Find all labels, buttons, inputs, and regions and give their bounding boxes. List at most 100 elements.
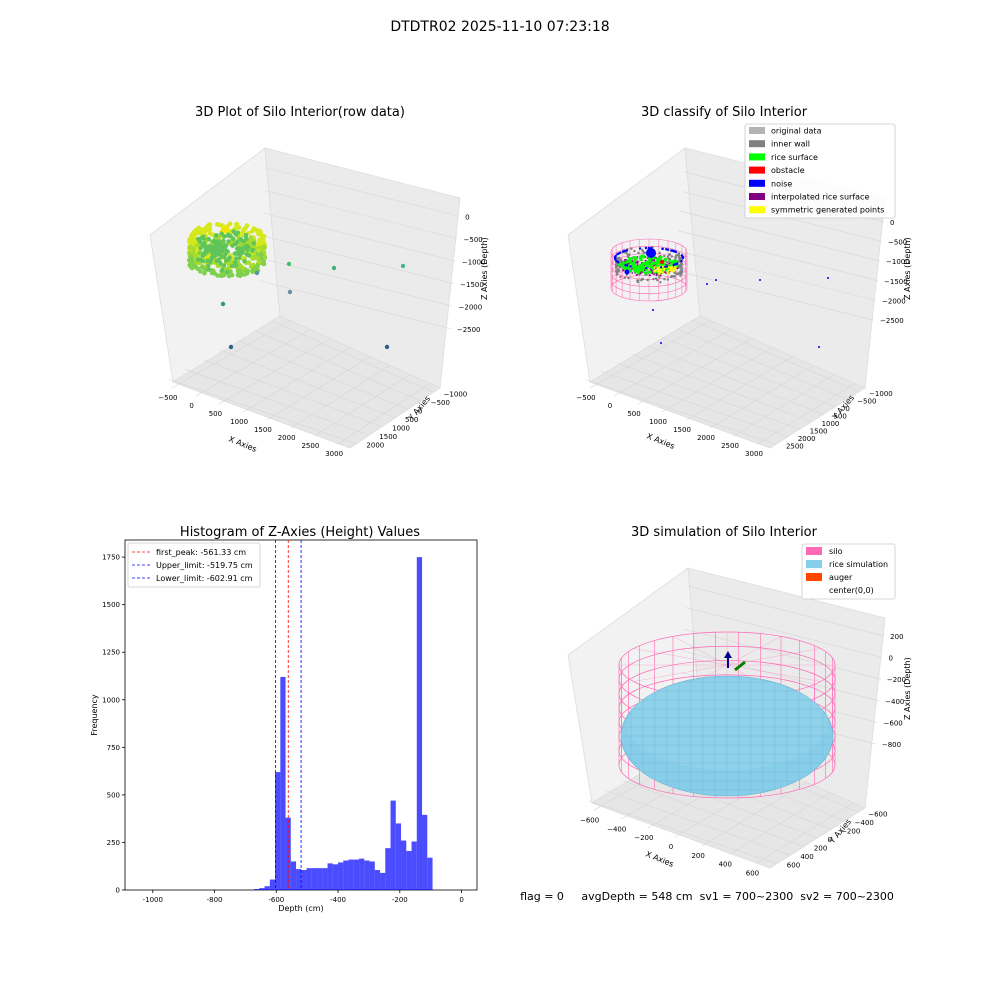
classify-rice-surface-point [655, 264, 658, 268]
raw-z-tick-label: −2000 [459, 303, 483, 311]
classify-rice-surface-point [637, 270, 641, 274]
classify-noise-point [827, 277, 829, 279]
raw-outlier-point [384, 344, 390, 350]
raw-point [224, 249, 230, 255]
histogram-bar [322, 868, 328, 891]
classify-inner-wall-point [675, 254, 678, 257]
classify-inner-wall-point [674, 257, 677, 260]
sim-y-tick-label: −400 [855, 819, 874, 827]
raw-point [226, 233, 231, 238]
classify-inner-wall-point [680, 272, 683, 275]
classify-noise-point [681, 256, 685, 259]
classify-noise-point [680, 259, 683, 263]
classify-3d-x-ticks: −500 0 500 1000 1500 2000 2500 3000 [576, 394, 763, 458]
histogram-bar [280, 676, 286, 890]
histogram-y-tick-label: 1750 [102, 554, 120, 562]
classify-rice-surface-point [642, 255, 646, 259]
classify-noise-point [623, 249, 627, 253]
raw-point [214, 243, 219, 249]
raw-point [250, 256, 256, 261]
histogram-y-tick-label: 750 [107, 744, 120, 752]
cls-y-tick-label: 2000 [798, 435, 816, 443]
raw-point [195, 266, 201, 271]
cls-z-tick-label: −500 [888, 239, 907, 247]
classify-inner-wall-point [670, 275, 673, 278]
histogram-bar [353, 859, 360, 890]
classify-inner-wall-point [679, 263, 683, 266]
simulation-legend-swatch [806, 560, 822, 568]
raw-point [199, 265, 205, 270]
histogram-y-tick-label: 1250 [102, 649, 120, 657]
raw-y-tick-label: 1000 [392, 425, 410, 433]
raw-point [222, 234, 227, 239]
classify-interpolated-point [664, 271, 666, 273]
histogram-bar [364, 860, 370, 890]
classify-inner-wall-point [636, 279, 639, 282]
raw-point [235, 230, 240, 235]
classify-3d-z-ticks: 0 −500 −1000 −1500 −2000 −2500 [880, 219, 910, 325]
classify-inner-wall-point [663, 278, 666, 281]
classify-inner-wall-point [670, 255, 673, 258]
histogram-bar [259, 888, 265, 890]
classify-noise-point [624, 264, 627, 267]
sim-x-tick-label: 400 [719, 861, 732, 869]
classify-symmetric-point [662, 268, 665, 271]
raw-point [233, 256, 239, 261]
classify-interpolated-point [631, 272, 634, 274]
classify-inner-wall-point [656, 279, 659, 282]
histogram-xlabel: Depth (cm) [278, 904, 323, 913]
classify-noise-point [645, 266, 648, 270]
figure-suptitle: DTDTR02 2025-11-10 07:23:18 [390, 19, 609, 35]
classify-inner-wall-point [673, 275, 676, 278]
classify-inner-wall-point [626, 253, 629, 257]
classify-inner-wall-point [618, 269, 621, 272]
sim-y-tick-label: 600 [787, 862, 800, 870]
sim-z-tick-label: −400 [885, 698, 904, 706]
cls-z-tick-label: −1500 [884, 278, 908, 286]
histogram-y-tick-label: 1000 [102, 696, 120, 704]
classify-interpolated-point [636, 264, 639, 266]
raw-point [192, 253, 198, 259]
raw-outlier-point [220, 301, 226, 307]
histogram-bar [311, 868, 318, 891]
classify-noise-point [672, 250, 676, 253]
cls-z-tick-label: −1000 [886, 258, 910, 266]
classify-symmetric-point [667, 269, 670, 272]
classify-noise-point [644, 246, 648, 250]
classify-noise-point [706, 283, 708, 285]
silo-top-spoke [633, 648, 728, 666]
classify-interpolated-point [651, 271, 654, 273]
raw-outlier-point [228, 344, 234, 350]
cls-x-tick-label: 3000 [745, 450, 763, 458]
classify-inner-wall-point [630, 247, 633, 250]
classify-legend-swatch [749, 179, 765, 187]
raw-3d-panes [149, 147, 461, 449]
classify-noise-point [715, 279, 717, 281]
histogram-bar [269, 879, 276, 890]
classify-inner-wall-point [666, 255, 670, 258]
histogram-bar [385, 848, 391, 890]
raw-point [188, 238, 193, 244]
classify-noise-point [664, 265, 667, 268]
classify-rice-surface-point [629, 269, 633, 273]
classify-noise-point [629, 265, 632, 268]
classify-inner-wall-point [642, 251, 646, 254]
raw-x-tick-label: 3000 [325, 450, 343, 458]
classify-legend: original data inner wall rice surface obsta… [744, 123, 896, 219]
histogram-bar [395, 823, 402, 890]
simulation-auger [724, 651, 746, 672]
histogram-y-tick-label: 250 [107, 839, 120, 847]
histogram-bar [317, 868, 323, 891]
histogram-y-tick-label: 1500 [102, 601, 120, 609]
sim-z-tick-label: −600 [884, 720, 903, 728]
classify-noise-point [680, 254, 684, 257]
histogram-legend: first_peak: -561.33 cm Upper_limit: -519.… [127, 542, 261, 588]
histogram-bar [427, 857, 433, 890]
histogram-bar [380, 872, 386, 890]
classify-rice-surface-point [625, 260, 629, 264]
raw-x-tick-label: 500 [209, 410, 222, 418]
classify-inner-wall-point [659, 281, 662, 284]
raw-point [219, 231, 224, 236]
